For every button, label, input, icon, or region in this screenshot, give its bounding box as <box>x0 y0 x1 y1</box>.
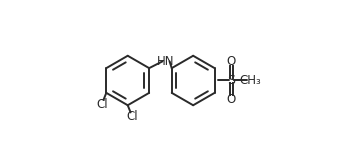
Text: S: S <box>227 74 235 87</box>
Text: O: O <box>227 55 236 67</box>
Text: Cl: Cl <box>126 110 137 123</box>
Text: O: O <box>227 94 236 106</box>
Text: HN: HN <box>157 55 175 68</box>
Text: Cl: Cl <box>96 98 108 111</box>
Text: CH₃: CH₃ <box>240 74 262 87</box>
